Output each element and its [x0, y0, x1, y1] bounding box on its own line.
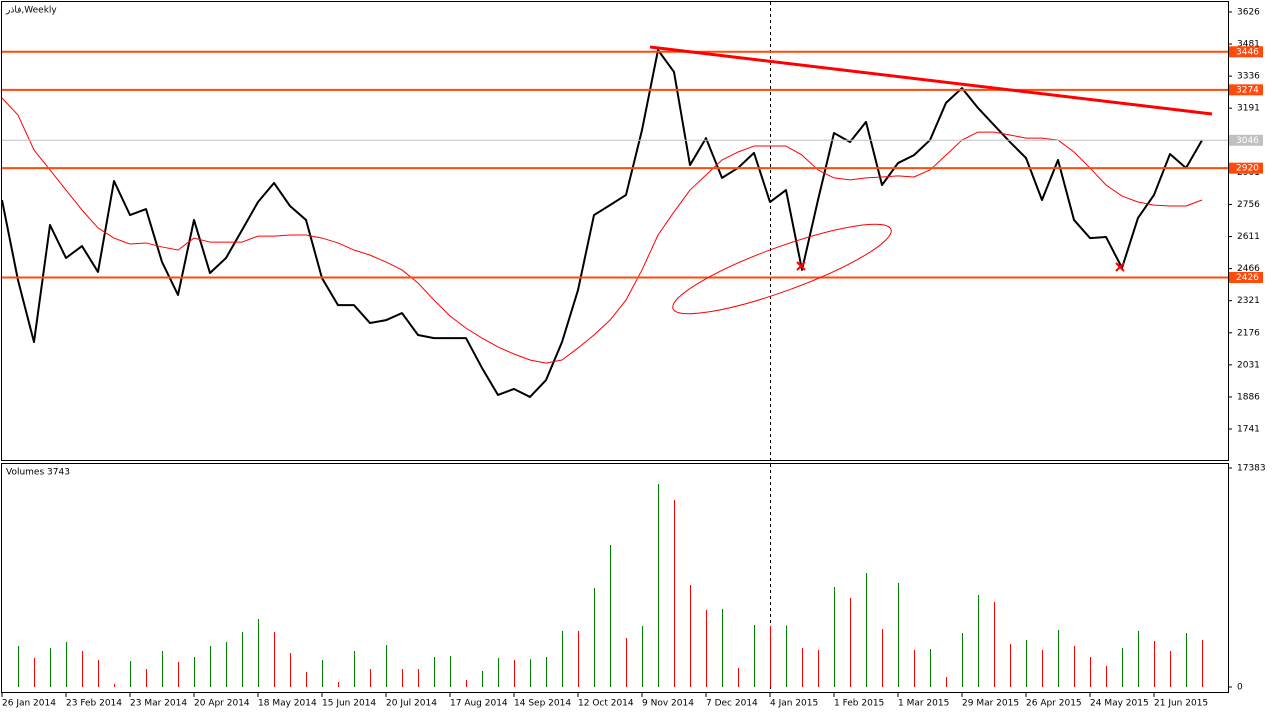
x-tick-label: 4 Jan 2015	[770, 699, 818, 709]
price-tag-label: 2920	[1236, 164, 1259, 174]
x-tick-label: 9 Nov 2014	[642, 699, 694, 709]
price-tag	[1229, 271, 1263, 283]
x-tick-label: 14 Sep 2014	[514, 699, 571, 709]
drawings	[649, 45, 1213, 315]
x-tick-label: 23 Feb 2014	[66, 699, 122, 709]
x-tick-label: 12 Oct 2014	[578, 699, 634, 709]
x-tick-label: 21 Jun 2015	[1154, 699, 1208, 709]
x-tick-label: 7 Dec 2014	[706, 699, 758, 709]
y-tick-label: 2321	[1237, 296, 1260, 306]
x-tick-label: 20 Apr 2014	[194, 699, 250, 709]
x-tick-label: 18 May 2014	[258, 699, 317, 709]
marker	[796, 261, 806, 271]
y-tick-label: 1886	[1237, 392, 1260, 402]
price-tag-label: 3446	[1236, 47, 1259, 57]
price-tag-label: 3046	[1236, 136, 1259, 146]
x-tick-label: 26 Jan 2014	[2, 699, 56, 709]
y-tick-label: 3626	[1237, 7, 1260, 17]
volume-panel	[1, 463, 1229, 693]
x-tick-label: 26 Apr 2015	[1026, 699, 1082, 709]
y-tick-label: 2756	[1237, 200, 1260, 210]
ellipse	[672, 223, 892, 315]
price-tag-label: 2426	[1236, 273, 1259, 283]
x-tick-label: 1 Mar 2015	[898, 699, 949, 709]
price-tag	[1229, 162, 1263, 174]
y-tick-label: 2176	[1237, 328, 1260, 338]
y-tick-label: 3481	[1237, 40, 1260, 50]
y-tick-label: 17383	[1237, 464, 1266, 474]
marker	[1115, 262, 1125, 272]
price-panel	[1, 1, 1229, 461]
y-tick-label: 1741	[1237, 425, 1260, 435]
chart-title: فاذر,Weekly	[5, 6, 57, 16]
x-tick-label: 29 Mar 2015	[962, 699, 1019, 709]
x-tick-label: 1 Feb 2015	[834, 699, 884, 709]
volume-title: Volumes 3743	[6, 468, 70, 478]
x-tick-label: 15 Jun 2014	[322, 699, 376, 709]
x-tick-label: 17 Aug 2014	[450, 699, 508, 709]
y-tick-label: 2031	[1237, 360, 1260, 370]
x-tick-label: 24 May 2015	[1090, 699, 1149, 709]
y-tick-label: 0	[1237, 683, 1243, 693]
y-tick-label: 3336	[1237, 72, 1260, 82]
x-tick-label: 23 Mar 2014	[130, 699, 187, 709]
trend-line	[649, 45, 1213, 116]
x-tick-label: 20 Jul 2014	[386, 699, 437, 709]
series-line	[1, 97, 1203, 364]
price-tag	[1229, 134, 1263, 146]
price-tag	[1229, 46, 1263, 58]
y-tick-label: 2611	[1237, 232, 1260, 242]
y-tick-label: 2466	[1237, 264, 1260, 274]
price-tag-label: 3274	[1236, 85, 1259, 95]
y-tick-label: 3191	[1237, 104, 1260, 114]
price-tag	[1229, 84, 1263, 96]
